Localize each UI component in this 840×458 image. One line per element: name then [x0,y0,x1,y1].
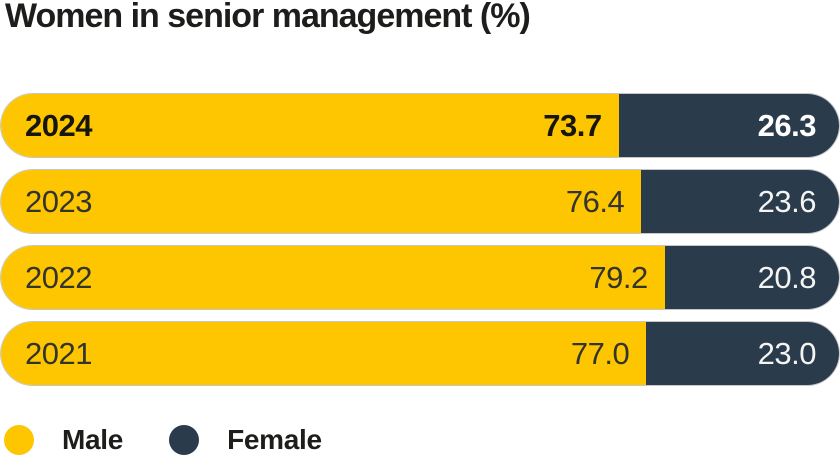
female-value-label: 20.8 [757,259,817,295]
legend-label-male: Male [62,424,124,455]
female-segment: 23.0 [646,322,839,385]
year-label: 2021 [25,335,92,371]
male-segment: 2024 73.7 [1,94,619,157]
male-value-label: 77.0 [570,335,630,371]
bar-row: 2023 76.4 23.6 [1,170,839,233]
year-label: 2024 [25,107,92,143]
chart-title: Women in senior management (%) [5,0,531,35]
bar-row: 2024 73.7 26.3 [1,94,839,157]
legend-label-female: Female [227,424,322,455]
male-segment: 2022 79.2 [1,246,665,309]
bar-row: 2022 79.2 20.8 [1,246,839,309]
legend-item-male: Male [4,424,123,456]
male-swatch-icon [4,425,34,455]
bar-row: 2021 77.0 23.0 [1,322,839,385]
bar-chart: 2024 73.7 26.3 2023 76.4 23.6 2022 79.2 … [1,94,839,398]
male-value-label: 79.2 [589,259,648,295]
female-segment: 23.6 [641,170,839,233]
male-value-label: 73.7 [543,107,602,143]
legend-item-female: Female [169,424,322,456]
female-segment: 26.3 [618,94,839,157]
male-segment: 2023 76.4 [1,170,642,233]
female-swatch-icon [169,425,200,455]
year-label: 2023 [25,183,92,219]
legend: Male Female [4,424,368,456]
female-value-label: 23.0 [757,335,817,371]
female-segment: 20.8 [664,246,839,309]
year-label: 2022 [25,259,92,295]
male-value-label: 76.4 [565,183,625,219]
male-segment: 2021 77.0 [1,322,647,385]
female-value-label: 23.6 [757,183,817,219]
female-value-label: 26.3 [757,107,817,143]
